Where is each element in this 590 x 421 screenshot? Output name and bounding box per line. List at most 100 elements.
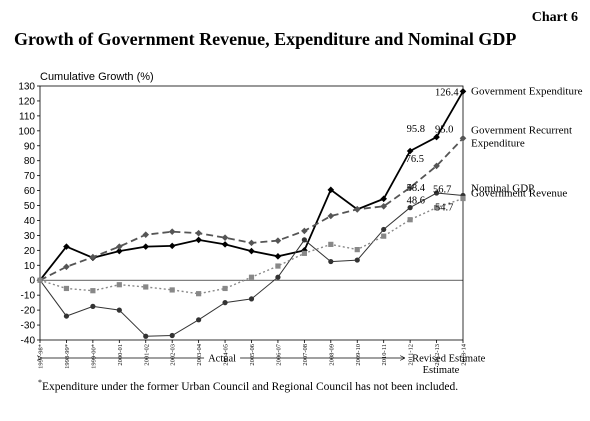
data-label: 56.7 xyxy=(433,185,451,196)
data-point xyxy=(328,241,334,247)
data-point xyxy=(196,317,202,323)
data-point xyxy=(248,239,255,247)
plot-frame xyxy=(39,85,464,341)
data-point xyxy=(274,253,282,260)
series-0 xyxy=(36,88,467,284)
y-tick-label: 20 xyxy=(24,246,36,257)
data-point xyxy=(63,285,70,292)
data-point xyxy=(327,186,335,194)
data-point xyxy=(63,243,70,250)
data-point xyxy=(328,258,334,265)
data-point xyxy=(433,133,440,141)
data-point xyxy=(63,313,70,319)
data-point xyxy=(221,234,229,241)
x-tick-label: 2013-14 xyxy=(461,343,468,365)
chart-title: Growth of Government Revenue, Expenditur… xyxy=(14,29,517,49)
data-label: 54.7 xyxy=(435,203,453,214)
data-point xyxy=(168,228,176,235)
data-point xyxy=(459,88,467,95)
data-label: 95.0 xyxy=(435,124,453,135)
data-point xyxy=(248,296,255,302)
x-tick-label: 2009-10 xyxy=(355,344,362,366)
data-point xyxy=(459,134,467,142)
x-tick-label: 1999-00* xyxy=(90,344,97,369)
data-point xyxy=(169,287,175,293)
data-point xyxy=(116,243,123,250)
data-label: 76.5 xyxy=(406,154,424,165)
data-point xyxy=(248,274,255,280)
data-point xyxy=(275,274,281,280)
data-point xyxy=(407,217,413,223)
data-point xyxy=(196,291,202,297)
series-line xyxy=(39,192,464,337)
data-point xyxy=(433,205,440,211)
y-tick-label: 120 xyxy=(18,96,35,107)
y-tick-label: -10 xyxy=(21,291,36,302)
data-point xyxy=(381,233,387,239)
y-axis-label: Cumulative Growth (%) xyxy=(40,71,154,83)
x-tick-label: 1997-98* xyxy=(38,344,45,369)
data-point xyxy=(169,332,175,339)
y-axis: -40 -30 -20 -10 0 10 20 30 40 50 60 70 80 90 100 110 120… xyxy=(18,82,463,347)
data-point xyxy=(168,242,176,250)
y-tick-label: 30 xyxy=(24,231,36,242)
series-end-label: Expenditure xyxy=(471,137,525,149)
y-tick-label: 110 xyxy=(19,111,35,122)
y-tick-label: 130 xyxy=(18,82,35,93)
footnote: *Expenditure under the former Urban Coun… xyxy=(38,378,458,393)
data-point xyxy=(327,212,335,220)
series-2 xyxy=(37,190,466,339)
data-label: 48.6 xyxy=(407,196,425,207)
y-tick-label: -40 xyxy=(21,336,36,347)
data-point xyxy=(37,277,43,283)
x-tick-label: 2005-06 xyxy=(249,343,256,365)
data-point xyxy=(63,263,70,271)
data-point xyxy=(221,241,229,248)
series-line xyxy=(39,137,464,282)
data-point xyxy=(143,284,149,290)
data-point xyxy=(89,253,97,261)
series-end-label: Government Revenue xyxy=(471,188,567,200)
y-tick-label: 50 xyxy=(24,201,36,212)
data-point xyxy=(143,333,149,339)
y-tick-label: 40 xyxy=(24,216,36,227)
x-tick-label: 2010-11 xyxy=(381,344,388,365)
x-tick-label: 2011-12 xyxy=(408,344,415,365)
series-1 xyxy=(36,134,467,284)
data-point xyxy=(380,202,387,210)
data-point xyxy=(90,303,96,309)
data-point xyxy=(301,250,307,256)
y-tick-label: 100 xyxy=(18,126,35,137)
series-end-label: Government Expenditure xyxy=(471,85,583,97)
data-point xyxy=(116,307,122,313)
y-tick-label: 60 xyxy=(24,186,36,197)
data-point xyxy=(407,205,413,211)
data-point xyxy=(90,288,96,294)
x-tick-label: 2008-09 xyxy=(328,344,335,366)
data-point xyxy=(248,247,255,255)
y-tick-label: 0 xyxy=(29,276,35,287)
series-end-label: Government Recurrent xyxy=(471,124,572,136)
data-point xyxy=(301,237,307,243)
data-point xyxy=(433,190,440,196)
y-tick-label: 10 xyxy=(24,261,36,272)
data-point xyxy=(433,162,440,170)
data-point xyxy=(301,227,308,235)
period-estimate-label: Estimate xyxy=(423,365,460,376)
period-revised-label: Revised Estimate xyxy=(412,354,486,365)
x-tick-label: 2012-13 xyxy=(434,344,441,366)
footnote-mark: * xyxy=(38,378,42,387)
data-point xyxy=(380,195,387,203)
series-end-label: Nominal GDP xyxy=(471,183,534,195)
y-tick-label: -30 xyxy=(21,321,36,332)
y-tick-label: 70 xyxy=(24,171,36,182)
x-tick-label: 2001-02 xyxy=(143,344,150,366)
data-point xyxy=(116,247,123,255)
data-point xyxy=(142,231,150,238)
data-point xyxy=(222,300,228,306)
y-tick-label: 90 xyxy=(24,141,36,152)
data-point xyxy=(354,247,360,253)
x-tick-label: 2006-07 xyxy=(275,343,282,365)
